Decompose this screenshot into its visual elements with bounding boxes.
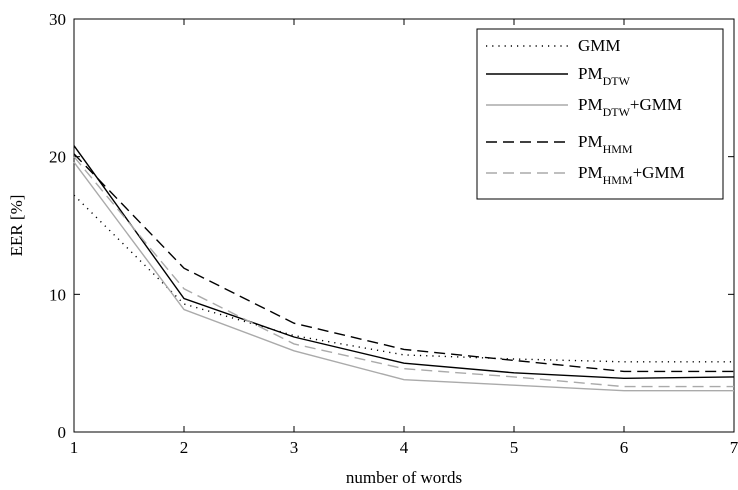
legend-label: PMDTW+GMM — [578, 95, 682, 119]
y-tick-label: 20 — [49, 148, 66, 167]
legend-label: GMM — [578, 36, 621, 55]
x-tick-label: 1 — [70, 438, 79, 457]
series-line-pm-hmm-gmm — [73, 156, 734, 388]
x-axis-label: number of words — [346, 468, 462, 487]
x-tick-label: 7 — [730, 438, 738, 457]
y-axis-label: EER [%] — [7, 195, 26, 257]
x-axis: 1 2 3 4 5 6 7 — [70, 19, 738, 457]
series-lines — [73, 145, 735, 392]
legend: GMM PMDTW PMDTW+GMM PMHMM PMHMM+GMM — [476, 28, 724, 200]
series-line-pm-dtw-gmm — [73, 161, 734, 392]
y-tick-label: 30 — [49, 10, 66, 29]
series-line-pm-dtw — [73, 145, 735, 380]
x-tick-label: 3 — [290, 438, 299, 457]
y-tick-label: 0 — [58, 423, 67, 442]
legend-box — [476, 28, 724, 200]
x-tick-label: 2 — [180, 438, 189, 457]
legend-label: PMHMM+GMM — [578, 163, 685, 187]
legend-label: PMHMM — [578, 132, 633, 156]
x-tick-label: 4 — [400, 438, 409, 457]
y-tick-label: 10 — [49, 285, 66, 304]
x-tick-label: 6 — [620, 438, 629, 457]
x-tick-label: 5 — [510, 438, 519, 457]
legend-label: PMDTW — [578, 64, 631, 88]
series-line-pm-hmm — [73, 153, 734, 373]
y-axis: 0 10 20 30 — [49, 10, 734, 442]
